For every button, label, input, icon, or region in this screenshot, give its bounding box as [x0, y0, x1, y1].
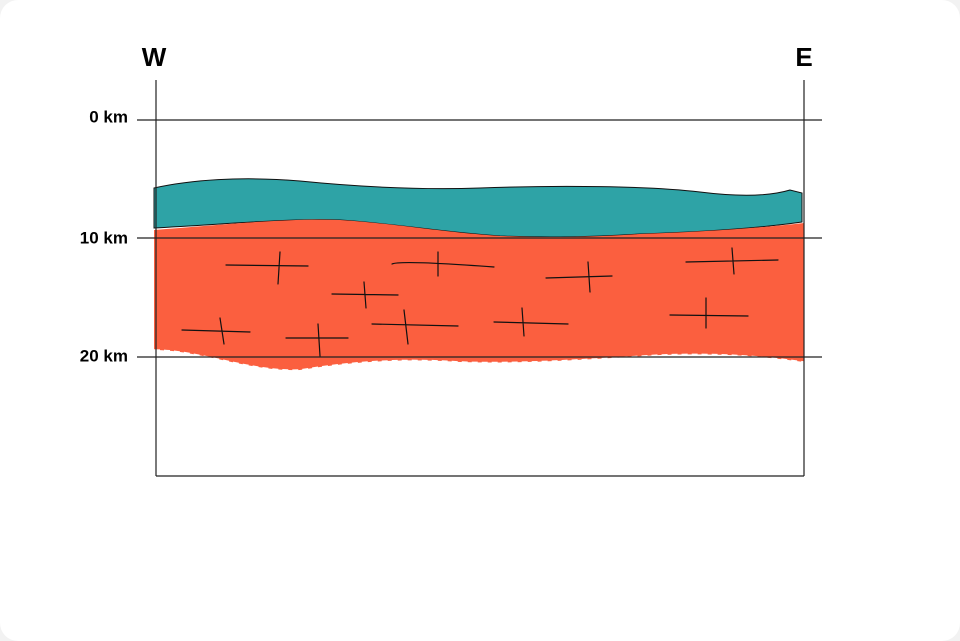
depth-label: 0 km [89, 107, 128, 126]
layer-base [153, 349, 805, 371]
east-label: E [795, 42, 812, 72]
west-label: W [142, 42, 167, 72]
granite-symbols [181, 247, 779, 357]
depth-label: 20 km [80, 346, 128, 365]
orange-layer [154, 219, 804, 371]
depth-label: 10 km [80, 228, 128, 247]
